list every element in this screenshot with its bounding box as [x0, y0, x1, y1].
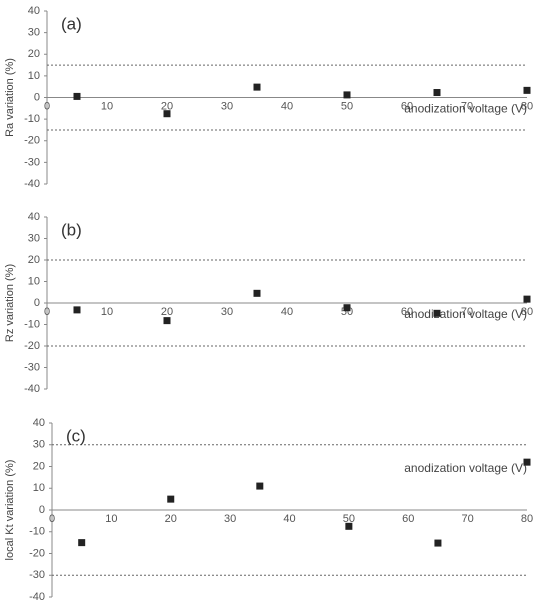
y-tick-label: 30 — [28, 232, 40, 244]
y-axis-title: local Kt variation (%) — [4, 460, 16, 561]
x-tick-label: 10 — [105, 513, 117, 525]
data-point — [78, 539, 86, 547]
y-tick-label: -10 — [24, 113, 40, 125]
data-point — [256, 482, 264, 490]
data-point — [523, 86, 531, 94]
y-tick-label: -10 — [24, 318, 40, 330]
data-point — [523, 458, 531, 466]
x-axis-title: anodization voltage (V) — [404, 307, 527, 321]
data-point — [73, 92, 81, 100]
data-point — [253, 289, 261, 297]
data-point — [73, 306, 81, 314]
x-tick-label: 60 — [402, 513, 414, 525]
y-tick-label: 0 — [34, 297, 40, 309]
data-point — [167, 495, 175, 503]
x-tick-label: 60 — [401, 100, 413, 112]
data-point — [343, 304, 351, 312]
x-tick-label: 30 — [221, 100, 233, 112]
x-tick-label: 20 — [165, 513, 177, 525]
x-tick-label: 40 — [281, 100, 293, 112]
x-tick-label: 40 — [283, 513, 295, 525]
y-tick-label: 10 — [33, 482, 45, 494]
y-tick-label: 0 — [34, 91, 40, 103]
y-tick-label: -10 — [29, 526, 45, 538]
x-tick-label: 70 — [462, 513, 474, 525]
y-tick-label: 40 — [28, 211, 40, 223]
data-point — [434, 539, 442, 547]
x-tick-label: 10 — [101, 100, 113, 112]
data-point — [523, 295, 531, 303]
data-point — [345, 522, 353, 530]
y-tick-label: -40 — [29, 591, 45, 602]
x-tick-label: 30 — [224, 513, 236, 525]
y-tick-label: 10 — [28, 275, 40, 287]
y-tick-label: 40 — [33, 417, 45, 429]
x-tick-label: 80 — [521, 513, 533, 525]
y-tick-label: 20 — [28, 254, 40, 266]
x-axis-title: anodization voltage (V) — [404, 461, 527, 475]
x-tick-label: 70 — [461, 306, 473, 318]
data-point — [433, 309, 441, 317]
x-tick-label: 60 — [401, 306, 413, 318]
x-tick-label: 0 — [44, 306, 50, 318]
data-point — [253, 83, 261, 91]
panel-label: (c) — [66, 426, 86, 445]
x-tick-label: 0 — [49, 513, 55, 525]
x-tick-label: 50 — [341, 100, 353, 112]
x-axis-title: anodization voltage (V) — [404, 102, 527, 116]
x-tick-label: 80 — [521, 100, 533, 112]
y-tick-label: -40 — [24, 178, 40, 190]
y-tick-label: 20 — [28, 48, 40, 60]
y-tick-label: -30 — [29, 569, 45, 581]
x-tick-label: 20 — [161, 306, 173, 318]
data-point — [163, 317, 171, 325]
y-tick-label: -40 — [24, 383, 40, 395]
y-tick-label: -20 — [24, 135, 40, 147]
y-tick-label: -30 — [24, 156, 40, 168]
y-tick-label: 40 — [28, 5, 40, 17]
x-tick-label: 30 — [221, 306, 233, 318]
y-tick-label: 10 — [28, 70, 40, 82]
data-point — [433, 89, 441, 97]
y-tick-label: -20 — [24, 340, 40, 352]
x-tick-label: 80 — [521, 306, 533, 318]
y-tick-label: 30 — [28, 27, 40, 39]
y-tick-label: -20 — [29, 547, 45, 559]
y-tick-label: 30 — [33, 439, 45, 451]
data-point — [343, 91, 351, 99]
x-tick-label: 40 — [281, 306, 293, 318]
x-tick-label: 10 — [101, 306, 113, 318]
y-tick-label: -30 — [24, 361, 40, 373]
x-tick-label: 70 — [461, 100, 473, 112]
panel-label: (a) — [61, 14, 82, 33]
y-axis-title: Ra variation (%) — [4, 58, 16, 137]
data-point — [163, 110, 171, 118]
y-tick-label: 0 — [39, 504, 45, 516]
y-axis-title: Rz variation (%) — [4, 264, 16, 342]
y-tick-label: 20 — [33, 460, 45, 472]
x-tick-label: 0 — [44, 100, 50, 112]
x-tick-label: 50 — [343, 513, 355, 525]
panel-label: (b) — [61, 220, 82, 239]
x-tick-label: 20 — [161, 100, 173, 112]
